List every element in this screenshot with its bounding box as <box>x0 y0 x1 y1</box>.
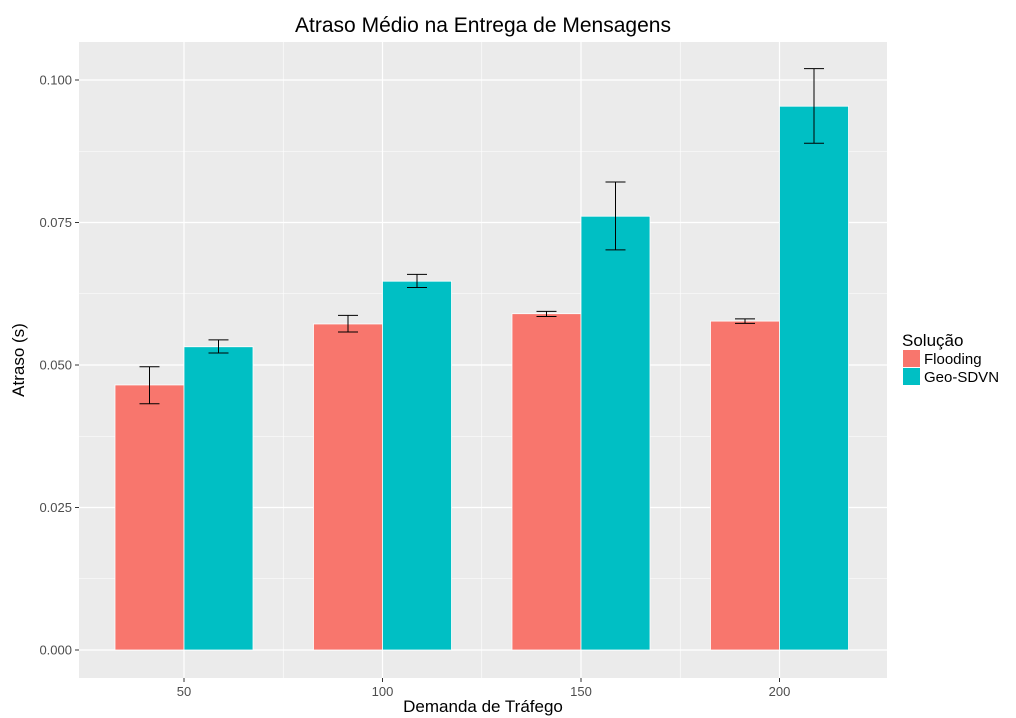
x-axis: 50 100 150 200 <box>177 678 791 699</box>
x-tick-label: 50 <box>177 684 191 699</box>
bar-geo-sdvn-50 <box>183 346 254 651</box>
x-axis-title: Demanda de Tráfego <box>403 697 563 716</box>
error-bar-geo-sdvn-50 <box>208 339 229 354</box>
legend-label: Geo-SDVN <box>924 369 999 386</box>
error-bar-geo-sdvn-100 <box>407 273 427 288</box>
error-bar-geo-sdvn-150 <box>605 181 626 251</box>
error-bar-flooding-50 <box>139 366 160 405</box>
error-bar-geo-sdvn-200 <box>804 68 824 144</box>
x-tick-label: 200 <box>769 684 791 699</box>
legend-label: Flooding <box>924 351 982 368</box>
error-bars <box>139 68 824 405</box>
bars <box>114 105 849 651</box>
bar-geo-sdvn-100 <box>382 280 452 651</box>
legend-item-flooding: Flooding <box>903 350 982 368</box>
bar-flooding-50 <box>114 384 185 651</box>
bar-flooding-200 <box>710 320 780 651</box>
y-axis-title: Atraso (s) <box>9 323 28 397</box>
y-tick-label: 0.025 <box>39 500 72 515</box>
y-axis: 0.000 0.025 0.050 0.075 0.100 <box>39 73 79 658</box>
x-tick-label: 150 <box>570 684 592 699</box>
chart-title: Atraso Médio na Entrega de Mensagens <box>295 14 671 37</box>
error-bar-flooding-150 <box>536 310 557 318</box>
legend-swatch <box>903 368 920 385</box>
legend-title: Solução <box>902 331 963 350</box>
error-bar-flooding-100 <box>338 314 358 333</box>
bar-flooding-100 <box>313 323 383 651</box>
legend-swatch <box>903 350 920 367</box>
bar-flooding-150 <box>511 313 582 651</box>
error-bar-flooding-200 <box>735 318 755 324</box>
bar-geo-sdvn-150 <box>580 215 651 651</box>
y-tick-label: 0.000 <box>39 643 72 658</box>
bar-geo-sdvn-200 <box>779 105 849 651</box>
legend-item-geo-sdvn: Geo-SDVN <box>903 368 999 386</box>
y-tick-label: 0.100 <box>39 73 72 88</box>
y-tick-label: 0.075 <box>39 215 72 230</box>
y-tick-label: 0.050 <box>39 358 72 373</box>
x-tick-label: 100 <box>372 684 394 699</box>
